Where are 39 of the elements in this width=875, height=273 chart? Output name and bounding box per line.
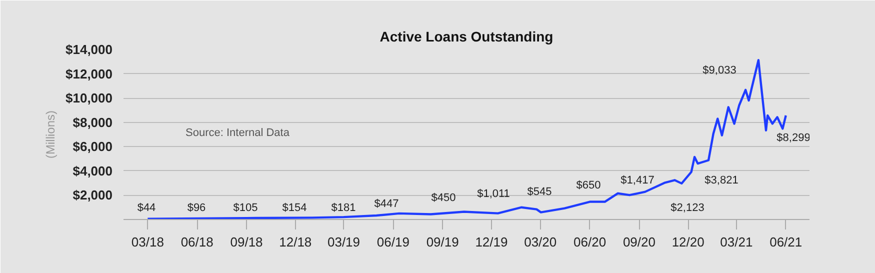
annotation: $105: [233, 202, 258, 214]
annotation: $2,123: [670, 202, 704, 214]
annotation: $1,417: [620, 174, 654, 186]
annotation: $154: [282, 202, 307, 214]
y-axis-title: (Millions): [44, 110, 58, 158]
annotation: $650: [576, 180, 601, 192]
annotation: $44: [137, 202, 156, 214]
x-tick-label: 12/20: [672, 234, 704, 250]
x-tick-label: 09/18: [230, 234, 263, 250]
x-tick-label: 12/19: [475, 234, 508, 250]
annotation: $3,821: [704, 174, 738, 186]
x-tick-label: 03/20: [524, 234, 557, 250]
x-tick-label: 03/19: [327, 234, 360, 250]
y-tick-label: $14,000: [66, 42, 113, 57]
annotation: Source: Internal Data: [186, 127, 290, 140]
y-tick-label: $8,000: [72, 114, 113, 130]
x-tick-label: 03/18: [131, 234, 164, 250]
x-tick-label: 06/18: [180, 234, 214, 250]
annotation: $181: [331, 202, 356, 214]
annotation: $9,033: [702, 64, 736, 76]
annotation: $96: [187, 202, 206, 214]
annotation: $447: [374, 198, 399, 210]
x-tick-label: 03/21: [720, 234, 753, 250]
y-tick-label: $2,000: [72, 188, 113, 203]
y-tick-label: $10,000: [66, 90, 113, 106]
annotation: $450: [431, 192, 456, 204]
x-tick-label: 06/19: [376, 234, 410, 250]
y-tick-label: $6,000: [72, 139, 113, 154]
annotation: $545: [527, 186, 552, 198]
y-tick-label: $4,000: [72, 163, 113, 178]
annotation: $1,011: [477, 188, 510, 200]
x-tick-label: 09/20: [622, 234, 656, 250]
annotation: $8,299: [776, 132, 810, 144]
y-tick-label: $12,000: [66, 66, 113, 82]
x-tick-label: 06/20: [574, 234, 606, 250]
x-tick-label: 06/21: [770, 234, 802, 250]
x-tick-label: 12/18: [279, 234, 312, 250]
chart-title: Active Loans Outstanding: [380, 28, 554, 44]
x-tick-label: 09/19: [426, 234, 459, 250]
